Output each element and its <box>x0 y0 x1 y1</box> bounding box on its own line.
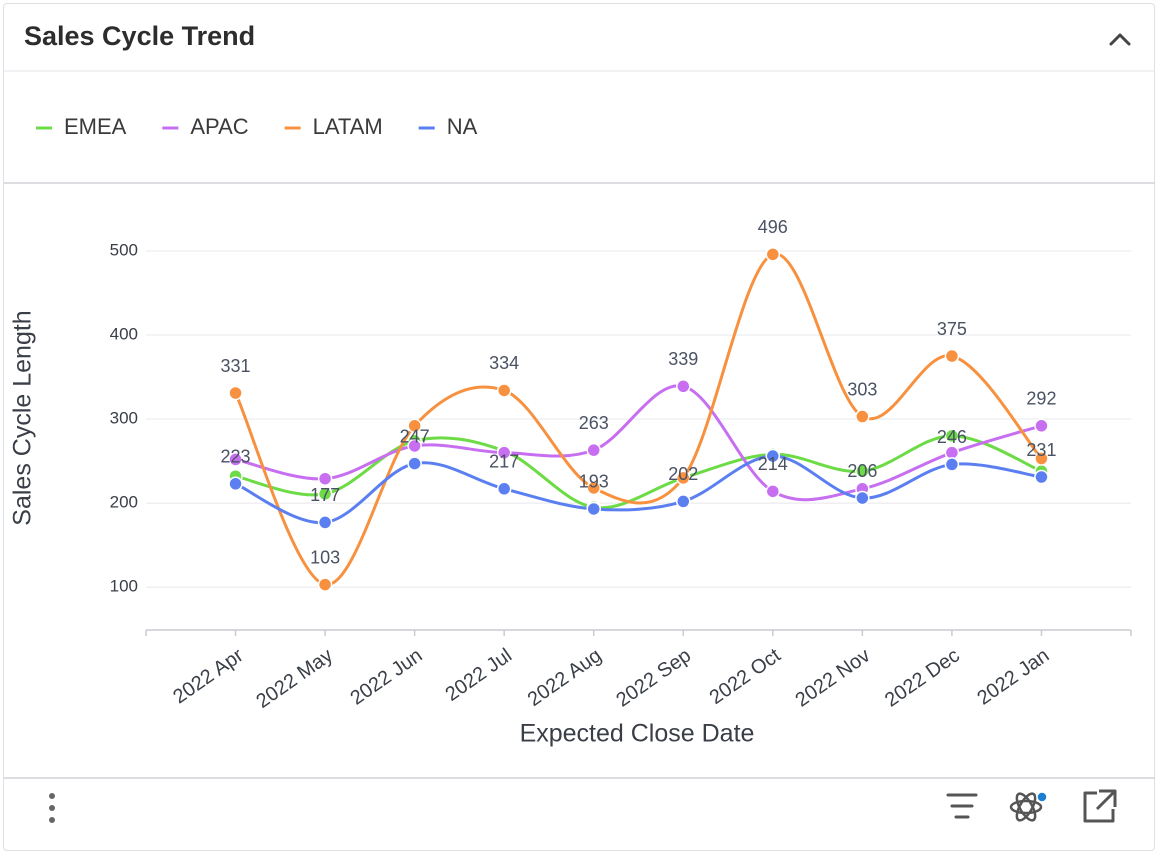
data-label: 303 <box>847 379 877 399</box>
open-external-button[interactable] <box>1083 789 1117 823</box>
data-point <box>586 480 601 496</box>
data-point <box>407 438 422 454</box>
data-point <box>676 470 691 486</box>
data-point <box>1034 451 1049 466</box>
x-tick-label: 2022 Sep <box>612 644 695 711</box>
data-point <box>496 383 512 398</box>
x-tick-label: 2022 Nov <box>792 644 875 711</box>
more-menu[interactable] <box>49 793 55 823</box>
data-point <box>765 448 781 464</box>
data-point <box>765 247 781 262</box>
data-point <box>944 428 960 444</box>
data-label: 202 <box>668 464 698 484</box>
data-point <box>496 445 512 460</box>
legend-label: LATAM <box>313 114 383 139</box>
legend-label: APAC <box>190 114 248 139</box>
data-point <box>765 484 781 499</box>
y-tick-label: 400 <box>110 324 138 343</box>
ai-button[interactable] <box>1009 791 1048 823</box>
data-label: 334 <box>489 353 519 373</box>
x-tick-label: 2022 Aug <box>524 644 606 711</box>
data-label: 292 <box>1026 389 1056 409</box>
y-tick-label: 200 <box>110 493 138 512</box>
data-label: 247 <box>400 426 430 446</box>
x-tick-label: 2022 Dec <box>881 644 964 711</box>
data-point <box>586 442 601 458</box>
data-point <box>944 348 960 364</box>
x-tick-label: 2022 Apr <box>169 644 247 708</box>
x-tick-label: 2022 May <box>252 644 337 712</box>
data-label: 339 <box>668 349 698 369</box>
data-point <box>317 515 333 530</box>
data-point <box>1034 469 1049 485</box>
data-label: 193 <box>579 472 609 492</box>
y-tick-label: 100 <box>110 577 138 596</box>
y-tick-label: 500 <box>110 240 138 259</box>
legend-label: NA <box>447 114 478 139</box>
y-axis-title: Sales Cycle Length <box>9 310 37 525</box>
data-point <box>407 456 422 471</box>
data-label: 206 <box>847 461 877 481</box>
data-point <box>407 418 422 434</box>
data-point <box>855 463 870 479</box>
data-label: 103 <box>310 547 340 567</box>
data-point <box>676 379 691 394</box>
data-point <box>944 457 960 472</box>
widget-card <box>3 3 1155 851</box>
series-line <box>234 454 1042 524</box>
series-line <box>235 384 1042 502</box>
collapse-button[interactable] <box>1109 33 1131 46</box>
data-point <box>676 494 691 509</box>
markers <box>228 247 1049 592</box>
data-point <box>317 577 333 592</box>
data-label: 246 <box>937 427 967 447</box>
data-label: 217 <box>489 452 519 472</box>
data-point <box>855 409 870 424</box>
data-label: 214 <box>758 454 788 474</box>
data-point <box>228 385 243 401</box>
value-labels: 263 339 214 292 331 103 334 496 303 375 223 177 247 2… <box>221 217 1057 567</box>
widget-title: Sales Cycle Trend <box>24 21 255 51</box>
data-label: 375 <box>937 319 967 339</box>
series-line <box>234 252 1043 587</box>
lines <box>234 252 1043 587</box>
data-label: 331 <box>221 356 251 376</box>
data-point <box>228 476 243 492</box>
data-label: 496 <box>758 217 788 237</box>
x-tick-label: 2022 Jul <box>442 644 517 705</box>
data-point <box>317 486 333 502</box>
x-axis-title: Expected Close Date <box>520 720 755 748</box>
data-point <box>855 490 870 506</box>
data-point <box>586 501 601 517</box>
x-tick-label: 2022 Jan <box>973 644 1053 709</box>
data-label: 231 <box>1026 440 1056 460</box>
filter-button[interactable] <box>946 793 978 819</box>
data-point <box>317 471 333 486</box>
data-label: 263 <box>579 413 609 433</box>
series-line <box>235 434 1043 510</box>
data-point <box>1034 418 1049 434</box>
y-tick-label: 300 <box>110 409 138 428</box>
data-point <box>228 452 243 467</box>
x-tick-label: 2022 Jun <box>347 644 427 709</box>
x-tick-label: 2022 Oct <box>706 644 785 709</box>
data-label: 223 <box>221 447 251 467</box>
data-label: 177 <box>310 485 340 505</box>
legend-label: EMEA <box>64 114 127 139</box>
data-point <box>496 481 512 497</box>
